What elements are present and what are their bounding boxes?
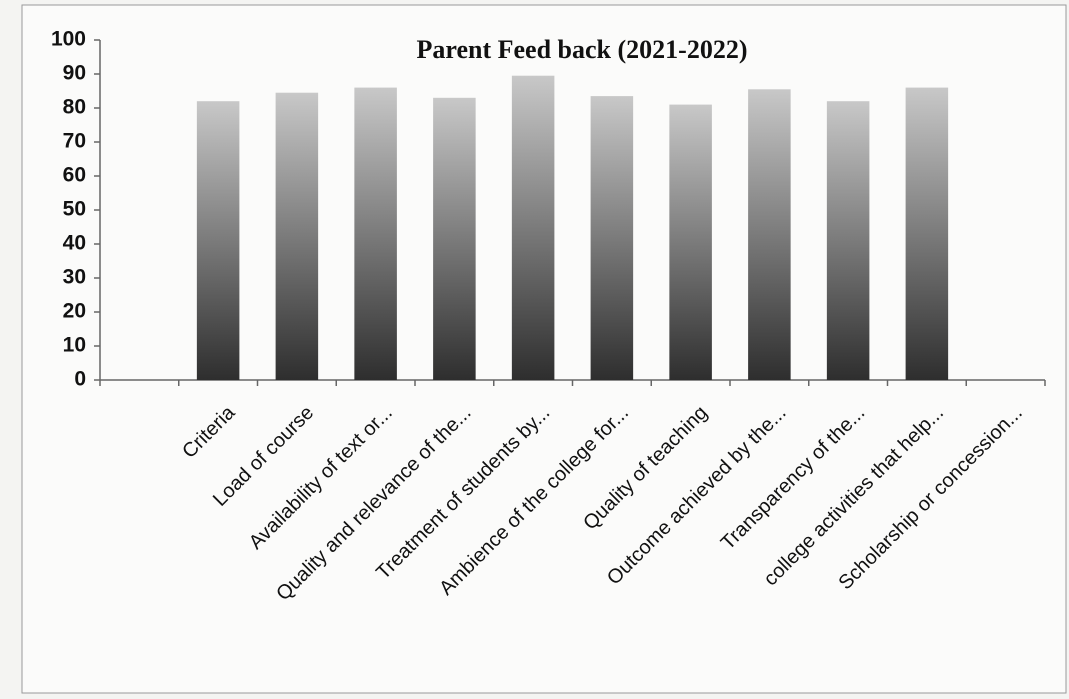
bar [905, 87, 949, 380]
y-tick-label: 100 [51, 28, 86, 51]
bar [354, 87, 397, 380]
bar [433, 97, 476, 381]
bar [590, 96, 634, 380]
bar [748, 89, 791, 381]
bar [669, 104, 712, 380]
bar [511, 75, 555, 380]
bar [275, 92, 319, 380]
chart-title: Parent Feed back (2021-2022) [417, 35, 748, 64]
y-tick-label: 80 [63, 96, 86, 119]
y-tick-label: 20 [63, 300, 86, 323]
y-tick-label: 90 [63, 62, 86, 85]
y-tick-label: 30 [63, 266, 86, 289]
y-tick-label: 40 [63, 232, 86, 255]
bar [826, 101, 870, 380]
y-tick-label: 70 [63, 130, 86, 153]
y-tick-label: 0 [74, 368, 86, 391]
bar [196, 101, 240, 380]
y-tick-label: 60 [63, 164, 86, 187]
y-tick-label: 50 [63, 198, 86, 221]
y-tick-label: 10 [63, 334, 86, 357]
